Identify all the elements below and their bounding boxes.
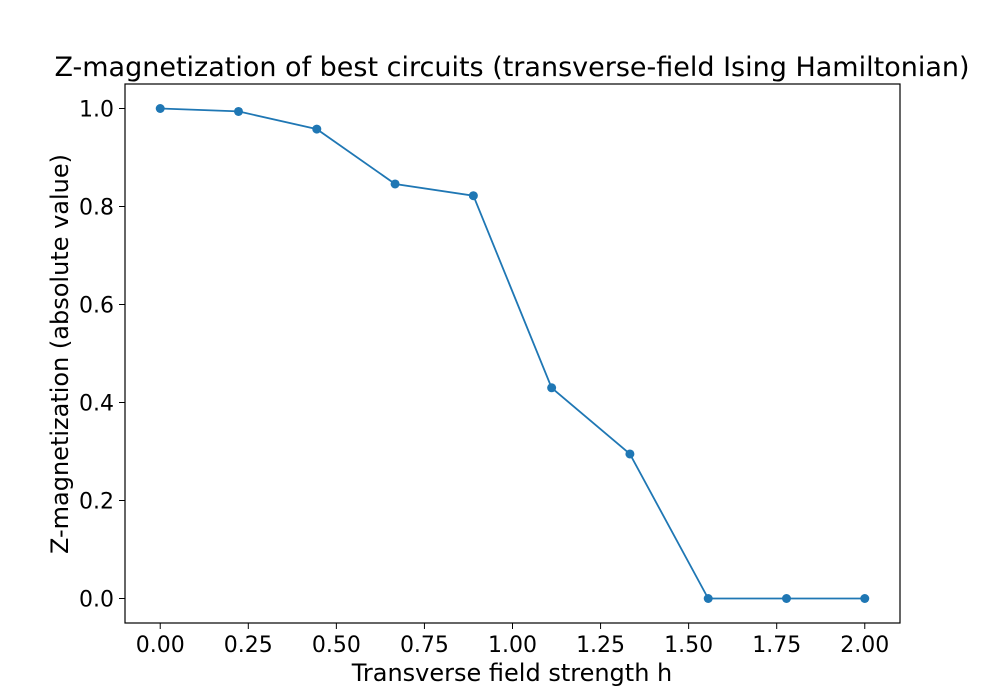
data-point bbox=[234, 106, 244, 116]
series-layer bbox=[155, 104, 870, 603]
y-axis-label: Z-magnetization (absolute value) bbox=[46, 154, 74, 554]
x-tick-label: 0.00 bbox=[136, 633, 185, 658]
x-tick-label: 1.00 bbox=[488, 633, 537, 658]
plot-area-frame bbox=[124, 83, 901, 624]
x-axis-ticks: 0.00 0.25 0.50 0.75 1.00 1.25 1.50 1.75 2.00 bbox=[136, 623, 889, 658]
data-point bbox=[547, 383, 557, 393]
data-point bbox=[468, 191, 478, 201]
x-tick-label: 1.75 bbox=[752, 633, 801, 658]
y-tick-label: 0.0 bbox=[79, 588, 114, 613]
x-tick-label: 0.25 bbox=[224, 633, 273, 658]
series-line bbox=[160, 107, 865, 600]
x-tick-label: 2.00 bbox=[840, 633, 889, 658]
data-point bbox=[781, 594, 791, 603]
y-tick-label: 0.8 bbox=[79, 196, 114, 221]
y-axis-ticks: 0.0 0.2 0.4 0.6 0.8 1.0 bbox=[79, 98, 125, 613]
x-axis-label: Transverse field strength h bbox=[351, 659, 673, 687]
y-tick-label: 0.6 bbox=[79, 294, 114, 319]
y-tick-label: 1.0 bbox=[79, 98, 114, 123]
y-tick-label: 0.4 bbox=[79, 392, 114, 417]
data-point bbox=[312, 124, 322, 134]
y-tick-label: 0.2 bbox=[79, 490, 114, 515]
data-point bbox=[703, 594, 713, 603]
data-point bbox=[860, 594, 870, 603]
chart-title: Z-magnetization of best circuits (transv… bbox=[54, 52, 969, 83]
data-point bbox=[390, 179, 400, 189]
data-point bbox=[155, 104, 165, 113]
x-tick-label: 1.25 bbox=[576, 633, 625, 658]
data-point bbox=[625, 449, 635, 459]
x-tick-label: 0.50 bbox=[312, 633, 361, 658]
x-tick-label: 0.75 bbox=[400, 633, 449, 658]
x-tick-label: 1.50 bbox=[664, 633, 713, 658]
